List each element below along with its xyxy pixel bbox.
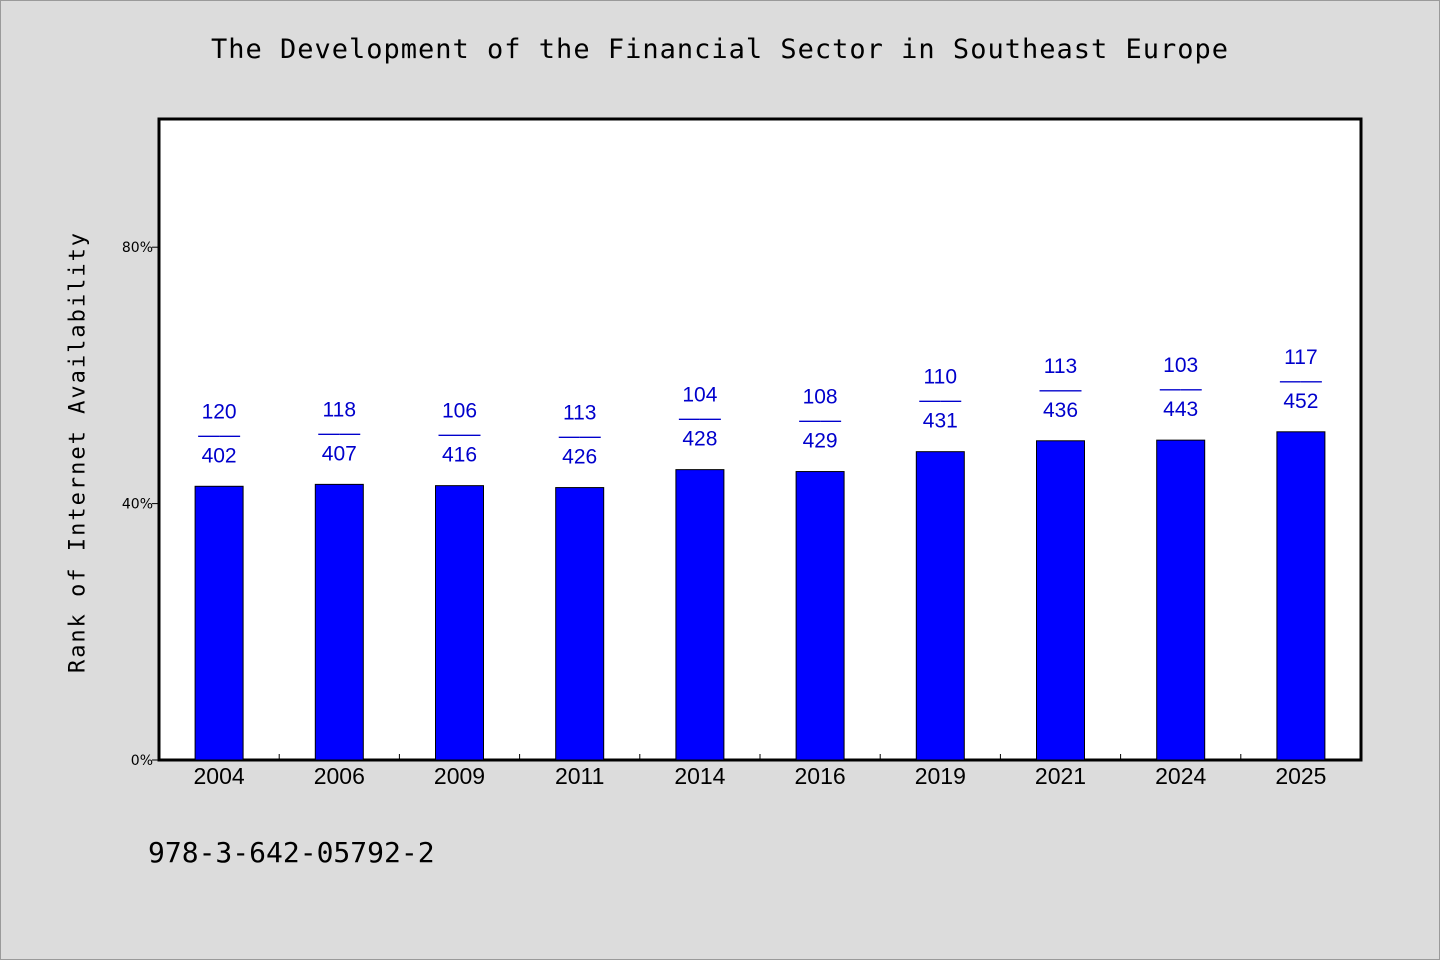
bar-2025: [1276, 431, 1326, 761]
data-label-bottom: 431: [923, 410, 958, 433]
x-tick-label: 2004: [194, 763, 245, 789]
data-label-bottom: 426: [562, 446, 597, 469]
data-label-bottom: 452: [1283, 390, 1318, 413]
data-label-separator: ——: [559, 425, 601, 448]
data-label-bottom: 402: [202, 444, 237, 467]
y-tick-label: 40%: [122, 497, 153, 513]
bar-2004: [194, 485, 244, 761]
data-label-bottom: 428: [682, 428, 717, 451]
x-tick-label: 2011: [555, 763, 604, 789]
data-label-top: 110: [924, 366, 957, 389]
bar-2011: [555, 487, 605, 761]
x-tick-label: 2009: [434, 763, 485, 789]
data-label-separator: ——: [439, 423, 481, 446]
data-label-separator: ——: [1160, 377, 1202, 400]
axis-layer: 0% 40% 80%: [122, 240, 1242, 769]
chart-title: The Development of the Financial Sector …: [210, 34, 1230, 65]
data-label-separator: ——: [679, 407, 721, 430]
bar-2009: [435, 485, 484, 761]
data-label-top: 106: [442, 400, 477, 423]
data-label-top: 120: [202, 400, 237, 423]
x-tick-label: 2025: [1275, 763, 1326, 789]
footer-isbn: 978-3-642-05792-2: [148, 836, 435, 869]
data-label-separator: ——: [1040, 378, 1082, 401]
data-label-top: 117: [1284, 346, 1317, 369]
bar-2016: [795, 471, 845, 761]
data-label-top: 103: [1163, 354, 1198, 377]
data-label-bottom: 436: [1043, 399, 1078, 422]
data-label-top: 113: [1044, 355, 1077, 378]
data-label-separator: ——: [919, 389, 961, 412]
data-label-bottom: 407: [322, 442, 357, 465]
labels-layer: 2004120——4022006118——4072009106——4162011…: [194, 346, 1327, 789]
data-label-top: 118: [323, 398, 356, 421]
data-label-bottom: 443: [1163, 398, 1198, 421]
bar-2014: [675, 469, 725, 761]
data-label-bottom: 429: [803, 430, 838, 453]
x-tick-label: 2019: [915, 763, 966, 789]
bar-2021: [1036, 440, 1085, 761]
data-label-top: 108: [803, 386, 838, 409]
bars-layer: [194, 431, 1326, 761]
bar-2024: [1156, 439, 1206, 761]
y-tick-label: 0%: [131, 753, 153, 769]
x-tick-label: 2014: [674, 763, 725, 789]
data-label-top: 113: [563, 402, 596, 425]
data-label-bottom: 416: [442, 444, 477, 467]
data-label-separator: ——: [1280, 369, 1322, 392]
x-tick-label: 2024: [1155, 763, 1206, 789]
data-label-top: 104: [682, 384, 717, 407]
y-tick-label: 80%: [122, 240, 153, 256]
x-tick-label: 2016: [795, 763, 846, 789]
bar-2006: [314, 483, 364, 761]
data-label-separator: ——: [799, 409, 841, 432]
bar-2019: [915, 451, 965, 761]
x-tick-label: 2006: [314, 763, 365, 789]
data-label-separator: ——: [318, 421, 360, 444]
data-label-separator: ——: [198, 423, 240, 446]
x-tick-label: 2021: [1035, 763, 1086, 789]
